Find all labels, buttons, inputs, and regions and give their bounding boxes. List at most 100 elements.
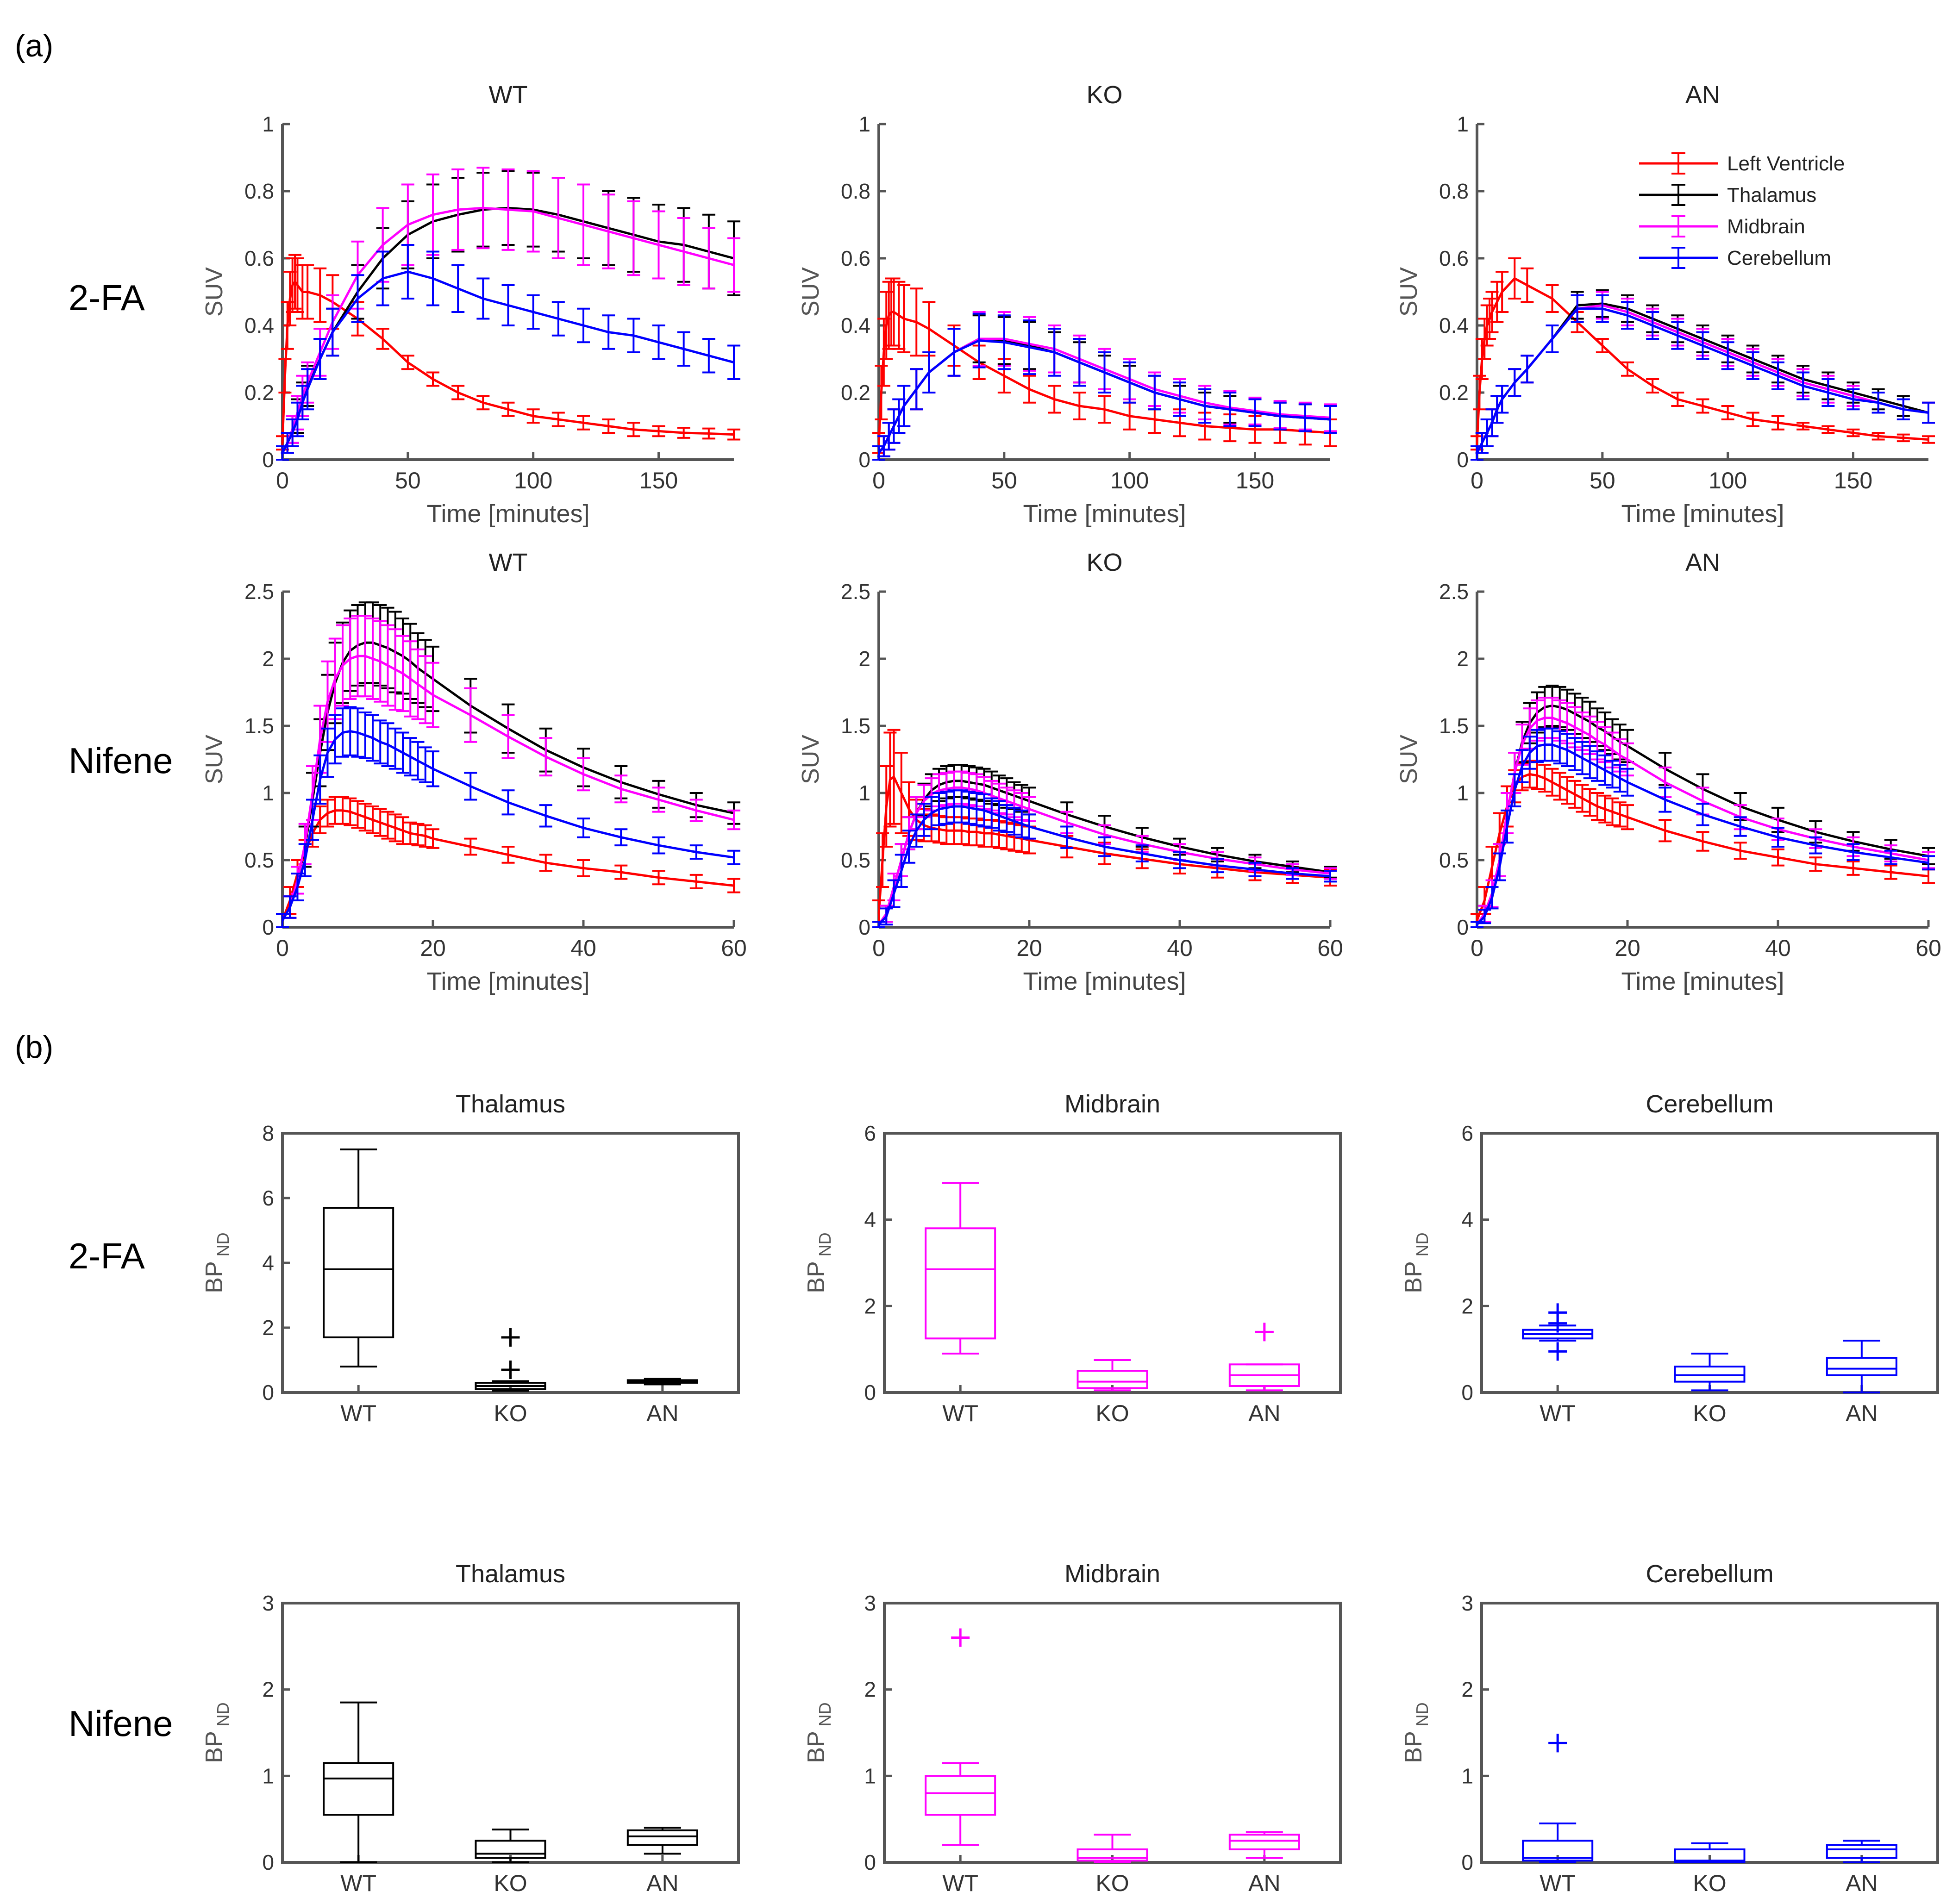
curve-3-wt-series-cerebellum bbox=[276, 706, 740, 928]
curve-3-wt-xlabel: Time [minutes] bbox=[426, 968, 589, 995]
box-6-thalamus-xtick-label-ko: KO bbox=[494, 1400, 527, 1426]
box-11-cerebellum-ytick-label-0: 0 bbox=[1461, 1850, 1473, 1874]
curve-4-ko-errorbar-cerebellum-17 bbox=[1000, 804, 1014, 833]
curve-1-ko-errorbar-cerebellum-6 bbox=[910, 368, 923, 411]
box-6-thalamus-outlier-1-0 bbox=[501, 1361, 520, 1379]
box-11-cerebellum-iqr-box-2 bbox=[1826, 1844, 1897, 1859]
curve-0-wt-errorbar-cerebellum-18 bbox=[602, 314, 615, 350]
curve-0-wt-errorbar-midbrain-18 bbox=[602, 194, 615, 269]
curve-1-ko-errorbar-cerebellum-21 bbox=[1273, 401, 1287, 431]
curve-0-wt-series-cerebellum bbox=[276, 244, 740, 461]
curve-0-wt-errorbar-midbrain-21 bbox=[677, 217, 690, 286]
curve-3-wt-errorbar-midbrain-19 bbox=[419, 655, 432, 724]
curve-0-wt-errorbar-cerebellum-13 bbox=[476, 277, 490, 320]
box-7-midbrain-ylabel: BP ND bbox=[803, 1232, 834, 1293]
curve-1-ko-ytick-label-0-6: 0.6 bbox=[841, 246, 870, 270]
curve-1-ko-errorbar-cerebellum-7 bbox=[922, 351, 936, 393]
box-9-thalamus-box-ko bbox=[475, 1829, 546, 1863]
curve-3-wt-errorbar-cerebellum-14 bbox=[381, 722, 394, 767]
curve-3-wt-errorbar-cerebellum-26 bbox=[652, 836, 665, 855]
curve-2-an-chart: 0 0.2 0.4 0.6 0.8 1 0 50 100 150 AN SUV Time [minute… bbox=[1396, 81, 1935, 528]
curve-5-an-errorbar-left-ventricle-19 bbox=[1613, 801, 1627, 828]
legend-errorbar-midbrain bbox=[1671, 215, 1685, 237]
box-8-cerebellum-ylabel-sub: ND bbox=[1413, 1232, 1432, 1256]
curve-0-wt-errorbar-left-ventricle-1 bbox=[278, 358, 292, 393]
curve-2-an-errorbar-cerebellum-11 bbox=[1621, 301, 1634, 330]
curve-2-an-xtick-label-50: 50 bbox=[1590, 468, 1615, 493]
legend-errorbar-thalamus bbox=[1671, 184, 1685, 206]
curve-3-wt-errorbar-cerebellum-11 bbox=[358, 712, 372, 759]
curve-5-an-ytick-label-2: 2 bbox=[1457, 647, 1469, 671]
box-6-thalamus-ytick-label-0: 0 bbox=[262, 1380, 274, 1405]
curve-3-wt-errorbar-left-ventricle-23 bbox=[539, 854, 552, 872]
curve-1-ko-errorbar-left-ventricle-1 bbox=[875, 365, 888, 420]
curve-4-ko-errorbar-cerebellum-22 bbox=[1098, 836, 1111, 857]
curve-1-ko-ytick-label-0-8: 0.8 bbox=[841, 179, 870, 203]
curve-5-an-xlabel: Time [minutes] bbox=[1621, 968, 1784, 995]
curve-4-ko-errorbar-cerebellum-25 bbox=[1211, 858, 1224, 874]
curve-0-wt-errorbar-midbrain-15 bbox=[526, 170, 540, 253]
curve-4-ko-ytick-label-2-5: 2.5 bbox=[841, 580, 870, 604]
curve-1-ko-errorbar-left-ventricle-9 bbox=[910, 287, 923, 357]
curve-3-wt-errorbar-left-ventricle-25 bbox=[614, 864, 628, 880]
curve-3-wt-errorbar-cerebellum-1 bbox=[283, 895, 297, 919]
curve-2-an-line-left-ventricle bbox=[1476, 277, 1929, 443]
curve-4-ko-errorbar-cerebellum-24 bbox=[1173, 851, 1186, 869]
box-7-midbrain-xtick-label-ko: KO bbox=[1095, 1400, 1129, 1426]
curve-3-wt-errorbar-left-ventricle-21 bbox=[464, 837, 477, 856]
curve-2-an-errorbar-left-ventricle-11 bbox=[1546, 284, 1559, 313]
curve-2-an-errorbar-left-ventricle-24 bbox=[1871, 432, 1885, 441]
curve-1-ko-errorbar-cerebellum-10 bbox=[997, 314, 1011, 370]
curve-5-an-errorbar-left-ventricle-9 bbox=[1538, 764, 1552, 793]
curve-5-an-ytick-label-0-5: 0.5 bbox=[1439, 848, 1469, 872]
curve-0-wt-ytick-label-0-4: 0.4 bbox=[244, 313, 274, 337]
curve-5-an-chart: 0 0.5 1 1.5 2 2.5 0 20 40 60 AN SUV Time [minutes] bbox=[1396, 549, 1941, 995]
box-9-thalamus-iqr-box-2 bbox=[626, 1829, 698, 1846]
curve-1-ko-errorbar-left-ventricle-16 bbox=[1073, 392, 1086, 420]
curve-0-wt-errorbar-midbrain-13 bbox=[476, 167, 490, 250]
curve-2-an-errorbar-cerebellum-8 bbox=[1546, 325, 1559, 353]
curve-5-an-errorbar-left-ventricle-10 bbox=[1546, 768, 1559, 797]
curve-0-wt-ytick-label-0: 0 bbox=[262, 448, 274, 472]
box-11-cerebellum-ylabel-sub: ND bbox=[1413, 1702, 1432, 1726]
curve-3-wt-errorbar-cerebellum-16 bbox=[396, 731, 409, 774]
curve-2-an-errorbar-left-ventricle-9 bbox=[1508, 257, 1521, 300]
curve-3-wt-errorbar-left-ventricle-14 bbox=[381, 811, 394, 840]
curve-4-ko-xtick-label-60: 60 bbox=[1317, 935, 1343, 961]
curve-3-wt-series-left-ventricle bbox=[276, 796, 740, 928]
curve-3-wt-errorbar-left-ventricle-27 bbox=[689, 874, 703, 889]
curve-3-wt-errorbar-midbrain-14 bbox=[381, 624, 394, 707]
curve-0-wt-errorbar-left-ventricle-24 bbox=[677, 427, 690, 439]
box-7-midbrain-xtick-label-an: AN bbox=[1248, 1400, 1280, 1426]
curve-0-wt-ytick-label-0-6: 0.6 bbox=[244, 246, 274, 270]
curve-3-wt-errorbar-cerebellum-8 bbox=[336, 707, 349, 758]
curve-4-ko-series-cerebellum bbox=[872, 789, 1337, 928]
curve-0-wt-errorbar-cerebellum-10 bbox=[401, 244, 414, 300]
box-6-thalamus-xtick-label-an: AN bbox=[646, 1400, 678, 1426]
box-11-cerebellum-ylabel-main: BP bbox=[1400, 1731, 1427, 1763]
curve-0-wt-errorbar-left-ventricle-20 bbox=[577, 415, 590, 431]
box-10-midbrain-xtick-label-wt: WT bbox=[942, 1870, 978, 1896]
box-10-midbrain-iqr-box-1 bbox=[1077, 1848, 1148, 1862]
box-7-midbrain-box-wt bbox=[925, 1182, 996, 1355]
curve-2-an-errorbar-left-ventricle-23 bbox=[1846, 428, 1860, 437]
box-7-midbrain-outlier-2-0 bbox=[1255, 1323, 1274, 1342]
curve-4-ko-ytick-label-0-5: 0.5 bbox=[841, 848, 870, 872]
curve-1-ko-series-cerebellum bbox=[872, 312, 1337, 461]
box-6-thalamus-ytick-label-6: 6 bbox=[262, 1186, 274, 1210]
box-10-midbrain-box-wt bbox=[925, 1628, 996, 1846]
curve-5-an-errorbar-left-ventricle-26 bbox=[1846, 860, 1860, 876]
curve-0-wt-errorbar-cerebellum-7 bbox=[326, 307, 339, 357]
legend-label-midbrain: Midbrain bbox=[1727, 215, 1805, 238]
box-6-thalamus-title: Thalamus bbox=[456, 1090, 565, 1118]
box-6-thalamus-ylabel: BP ND bbox=[201, 1232, 232, 1293]
curve-0-wt-errorbar-cerebellum-15 bbox=[526, 294, 540, 330]
box-11-cerebellum-iqr-box-1 bbox=[1674, 1848, 1746, 1863]
curve-1-ko-chart: 0 0.2 0.4 0.6 0.8 1 0 50 100 150 KO SUV Time [minute… bbox=[797, 81, 1337, 528]
panel-b-label: (b) bbox=[15, 1030, 53, 1065]
curve-4-ko-errorbar-cerebellum-14 bbox=[977, 793, 991, 828]
curve-0-wt-errorbar-left-ventricle-22 bbox=[627, 422, 640, 437]
curve-2-an-ytick-label-1: 1 bbox=[1457, 112, 1469, 136]
curve-0-wt-xtick-label-150: 150 bbox=[639, 468, 678, 493]
curve-0-wt-ylabel: SUV bbox=[201, 267, 228, 317]
